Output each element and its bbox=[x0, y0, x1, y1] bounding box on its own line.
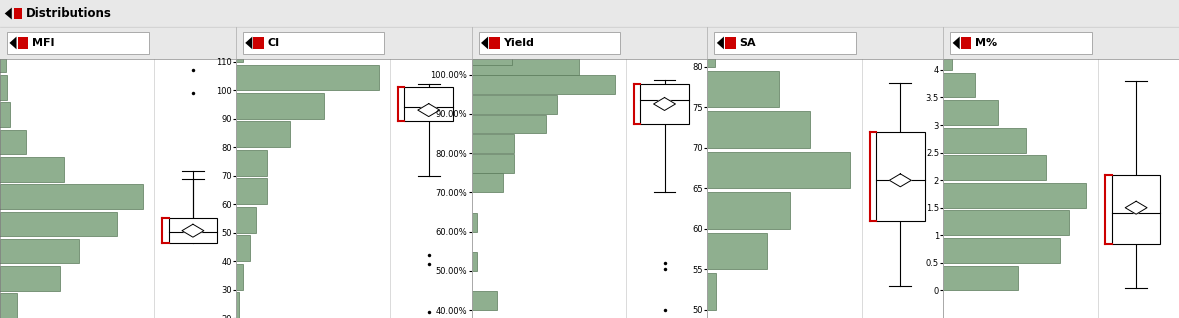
Bar bbox=[943, 183, 1086, 208]
Bar bbox=[404, 87, 453, 121]
Bar bbox=[236, 93, 324, 119]
Bar bbox=[236, 235, 250, 261]
FancyBboxPatch shape bbox=[725, 37, 736, 49]
Polygon shape bbox=[9, 37, 17, 49]
Bar bbox=[236, 121, 290, 147]
FancyBboxPatch shape bbox=[253, 37, 264, 49]
Bar bbox=[472, 252, 477, 271]
Bar bbox=[472, 291, 498, 310]
Bar bbox=[236, 207, 256, 232]
Text: Distributions: Distributions bbox=[26, 7, 112, 20]
Bar bbox=[0, 130, 26, 154]
Polygon shape bbox=[481, 37, 488, 49]
Polygon shape bbox=[1125, 201, 1147, 214]
Bar bbox=[707, 152, 850, 188]
Polygon shape bbox=[889, 174, 911, 187]
Text: MFI: MFI bbox=[32, 38, 54, 48]
Bar bbox=[472, 114, 546, 134]
Bar bbox=[236, 150, 268, 176]
FancyBboxPatch shape bbox=[243, 32, 384, 54]
FancyBboxPatch shape bbox=[7, 32, 149, 54]
Text: Yield: Yield bbox=[503, 38, 534, 48]
Bar bbox=[707, 273, 716, 310]
Bar bbox=[943, 100, 997, 125]
Bar bbox=[472, 174, 503, 192]
FancyBboxPatch shape bbox=[714, 32, 856, 54]
Bar bbox=[876, 132, 924, 221]
Polygon shape bbox=[653, 98, 676, 110]
Polygon shape bbox=[245, 37, 252, 49]
Bar bbox=[943, 128, 1026, 153]
Bar bbox=[472, 46, 512, 65]
Bar bbox=[236, 264, 243, 289]
FancyBboxPatch shape bbox=[950, 32, 1092, 54]
Bar bbox=[0, 48, 6, 73]
Bar bbox=[236, 292, 238, 318]
Text: CI: CI bbox=[268, 38, 279, 48]
FancyBboxPatch shape bbox=[961, 37, 971, 49]
Polygon shape bbox=[717, 37, 724, 49]
Bar bbox=[0, 266, 60, 291]
Bar bbox=[236, 36, 243, 62]
Bar bbox=[943, 45, 951, 70]
Bar bbox=[943, 155, 1046, 180]
Bar bbox=[0, 75, 7, 100]
Text: M%: M% bbox=[975, 38, 997, 48]
Bar bbox=[472, 75, 614, 94]
FancyBboxPatch shape bbox=[18, 37, 28, 49]
Bar bbox=[0, 184, 143, 209]
Bar bbox=[472, 134, 514, 153]
Polygon shape bbox=[417, 104, 440, 117]
Bar bbox=[472, 154, 514, 173]
Bar bbox=[0, 102, 9, 127]
Bar bbox=[0, 211, 117, 236]
Bar bbox=[943, 211, 1069, 235]
Bar bbox=[0, 239, 79, 263]
Bar bbox=[943, 73, 975, 97]
Bar bbox=[472, 56, 579, 74]
Bar bbox=[472, 213, 477, 232]
Bar bbox=[707, 112, 810, 148]
Bar bbox=[0, 294, 18, 318]
Text: SA: SA bbox=[739, 38, 756, 48]
Bar bbox=[472, 95, 558, 114]
FancyBboxPatch shape bbox=[14, 8, 22, 19]
Bar bbox=[0, 157, 65, 182]
Polygon shape bbox=[5, 8, 12, 19]
FancyBboxPatch shape bbox=[489, 37, 500, 49]
Bar bbox=[943, 238, 1060, 263]
Bar bbox=[169, 218, 217, 243]
Bar bbox=[943, 266, 1017, 290]
Bar bbox=[236, 178, 268, 204]
Bar bbox=[236, 65, 378, 90]
FancyBboxPatch shape bbox=[479, 32, 620, 54]
Bar bbox=[707, 233, 768, 269]
Polygon shape bbox=[182, 224, 204, 237]
Bar bbox=[1112, 175, 1160, 244]
Bar bbox=[640, 84, 689, 124]
Bar bbox=[707, 31, 714, 67]
Bar bbox=[707, 71, 779, 107]
Polygon shape bbox=[953, 37, 960, 49]
Bar bbox=[707, 192, 790, 229]
